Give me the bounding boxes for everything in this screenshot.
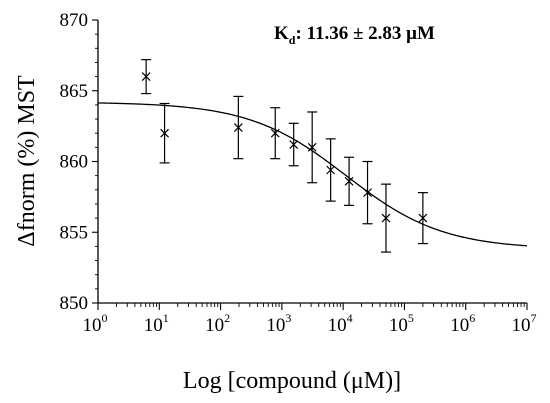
data-point bbox=[380, 183, 391, 253]
y-tick-label: 870 bbox=[60, 10, 89, 31]
kd-annotation: Kd: 11.36 ± 2.83 μM bbox=[274, 23, 435, 47]
x-tick-label: 105 bbox=[389, 311, 414, 336]
x-tick-label-base: 10 bbox=[266, 315, 285, 336]
y-axis-label: Δfnorm (%) MST bbox=[14, 75, 40, 247]
y-tick-label: 850 bbox=[60, 293, 89, 314]
x-tick-label: 101 bbox=[144, 311, 169, 336]
x-tick-label-exponent: 0 bbox=[102, 311, 108, 325]
y-tick-label: 860 bbox=[60, 152, 89, 173]
x-tick-label-exponent: 5 bbox=[408, 311, 414, 325]
data-point bbox=[233, 95, 244, 160]
kd-annotation-value: : 11.36 ± 2.83 μM bbox=[295, 23, 434, 44]
x-marker-stroke bbox=[363, 188, 372, 198]
x-tick-label-exponent: 7 bbox=[531, 311, 537, 325]
x-marker-stroke bbox=[326, 165, 336, 175]
data-point bbox=[362, 160, 373, 225]
x-tick-label-base: 10 bbox=[389, 315, 408, 336]
x-tick-label-base: 10 bbox=[205, 315, 224, 336]
x-marker-stroke bbox=[233, 123, 243, 132]
y-axis: 850 855 860 865 870 bbox=[60, 10, 99, 314]
x-tick-label-exponent: 4 bbox=[347, 311, 353, 325]
x-tick-label: 107 bbox=[512, 311, 537, 336]
x-tick-label-base: 10 bbox=[144, 315, 163, 336]
x-marker-stroke bbox=[307, 142, 317, 152]
x-tick-label-exponent: 3 bbox=[285, 311, 291, 325]
x-marker-stroke bbox=[344, 176, 354, 186]
x-marker-stroke bbox=[270, 128, 280, 138]
y-tick-label: 865 bbox=[60, 81, 89, 102]
x-tick-label-base: 10 bbox=[512, 315, 531, 336]
data-point bbox=[325, 138, 336, 202]
x-axis-label: Log [compound (μM)] bbox=[183, 368, 401, 394]
data-point bbox=[270, 107, 281, 160]
x-tick-label-exponent: 6 bbox=[469, 311, 475, 325]
data-point bbox=[417, 192, 428, 245]
data-point bbox=[288, 122, 299, 167]
x-tick-label: 104 bbox=[328, 311, 353, 336]
kd-annotation-prefix: K bbox=[274, 23, 289, 44]
x-tick-label-base: 10 bbox=[450, 315, 469, 336]
x-tick-label: 102 bbox=[205, 311, 230, 336]
data-point bbox=[141, 59, 152, 95]
data-point bbox=[307, 111, 318, 184]
x-tick-label-base: 10 bbox=[328, 315, 347, 336]
y-tick-label: 855 bbox=[60, 222, 89, 243]
x-marker-stroke bbox=[418, 213, 428, 223]
data-point bbox=[344, 156, 355, 206]
x-tick-label: 106 bbox=[450, 311, 475, 336]
x-axis: 100 101 102 103 104 105 106 107 bbox=[83, 302, 537, 336]
data-point bbox=[159, 102, 170, 164]
x-tick-label: 103 bbox=[266, 311, 291, 336]
x-tick-label-exponent: 1 bbox=[163, 311, 169, 325]
x-marker-stroke bbox=[381, 213, 391, 223]
x-tick-label-base: 10 bbox=[83, 315, 102, 336]
x-marker-stroke bbox=[289, 140, 299, 149]
x-marker-stroke bbox=[160, 128, 170, 138]
kd-annotation-subscript: d bbox=[289, 33, 296, 47]
data-points-group bbox=[141, 59, 428, 253]
x-marker-stroke bbox=[141, 72, 151, 82]
x-tick-label: 100 bbox=[83, 311, 108, 336]
x-tick-label-exponent: 2 bbox=[224, 311, 230, 325]
